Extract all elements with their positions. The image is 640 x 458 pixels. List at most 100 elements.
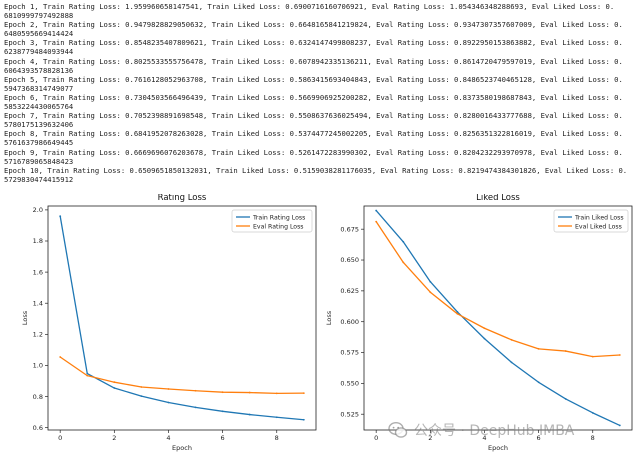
legend-entry: Eval Rating Loss (253, 223, 304, 230)
log-line: 5853224430065764 (4, 102, 74, 112)
data-point (275, 416, 278, 419)
legend: Train Liked Loss Eval Liked Loss (553, 209, 629, 233)
data-point (221, 391, 224, 394)
x-tick-label: 6 (537, 434, 541, 442)
y-tick-label: 0.6 (33, 424, 43, 432)
x-tick-label: 0 (58, 434, 62, 442)
y-tick-label: 0.675 (340, 225, 359, 233)
data-point (86, 374, 89, 377)
plot-frame (363, 205, 633, 431)
log-line: Epoch 8, Train Rating Loss: 0.6841952078… (4, 129, 623, 139)
data-point (140, 395, 143, 398)
data-point (591, 411, 594, 414)
data-point (375, 209, 378, 212)
data-point (302, 418, 305, 421)
log-line: Epoch 9, Train Rating Loss: 0.6669696076… (4, 147, 623, 157)
x-tick-label: 2 (112, 434, 116, 442)
y-tick-label: 1.6 (33, 268, 43, 276)
log-line: 5947368314749077 (4, 83, 74, 93)
data-point (86, 372, 89, 375)
data-point (167, 401, 170, 404)
log-line: 5761637986649445 (4, 138, 74, 148)
log-line: Epoch 6, Train Rating Loss: 0.7304503566… (4, 92, 623, 102)
chart-title: Rating Loss (158, 194, 207, 203)
series-line-eval (375, 221, 620, 358)
data-point (564, 398, 567, 400)
data-point (221, 410, 224, 413)
data-point (456, 311, 459, 313)
y-tick-label: 1.2 (33, 331, 43, 339)
data-point (618, 354, 621, 356)
log-line: 6238779484093944 (4, 47, 74, 57)
data-point (167, 388, 170, 390)
plot-frame (47, 205, 317, 431)
watermark-text: 公众号 · DeepHub IMBA (414, 423, 575, 439)
series-line-train (59, 215, 304, 421)
y-tick-label: 0.550 (340, 380, 359, 388)
legend-entry: Train Liked Loss (574, 214, 624, 221)
log-line: 5780175139632406 (4, 120, 74, 130)
data-point (402, 261, 405, 264)
log-line: Epoch 4, Train Rating Loss: 0.8025533555… (4, 56, 623, 66)
data-point (591, 355, 594, 358)
data-point (113, 387, 116, 389)
y-tick-label: 0.600 (340, 318, 359, 326)
log-line: Epoch 10, Train Rating Loss: 0.650965185… (4, 165, 628, 175)
y-tick-label: 0.650 (340, 256, 359, 264)
data-point (375, 220, 378, 223)
x-tick-label: 2 (428, 434, 432, 442)
data-point (194, 389, 197, 392)
log-line: 5716789065848423 (4, 156, 74, 166)
log-line: Epoch 1, Train Rating Loss: 1.9599606581… (4, 2, 615, 11)
x-tick-label: 6 (221, 434, 225, 442)
data-point (510, 338, 513, 341)
data-point (113, 381, 116, 384)
log-line: 6480595669414424 (4, 29, 74, 39)
training-log: Epoch 1, Train Rating Loss: 1.9599606581… (4, 2, 638, 194)
data-point (510, 361, 513, 364)
x-tick-label: 8 (591, 434, 595, 442)
data-point (456, 312, 459, 315)
rating-loss-chart: Rating Loss 0 2 4 6 8 0.6 0.8 1.0 1.2 1.4 1.6 1.8 2.0… (21, 194, 317, 452)
y-axis-label: Loss (325, 310, 333, 325)
y-tick-label: 1.8 (33, 237, 43, 245)
y-tick-label: 0.575 (340, 349, 359, 357)
wechat-icon (388, 421, 408, 438)
data-point (618, 424, 621, 427)
data-point (537, 381, 540, 384)
data-point (248, 413, 251, 416)
x-tick-label: 8 (275, 434, 279, 442)
series-line-eval (59, 356, 304, 395)
x-tick-label: 4 (166, 434, 170, 442)
legend: Train Rating Loss Eval Rating Loss (231, 209, 313, 233)
x-tick-label: 4 (482, 434, 486, 442)
log-line: 5729830474415912 (4, 174, 74, 184)
legend-box (231, 209, 313, 233)
liked-loss-chart: Liked Loss 0 2 4 6 8 0.525 0.550 0.575 0.600 0.625… (325, 194, 633, 452)
y-tick-label: 1.0 (33, 362, 43, 370)
data-point (564, 350, 567, 352)
y-tick-label: 0.625 (340, 287, 359, 295)
data-point (483, 337, 486, 340)
log-line: Epoch 3, Train Rating Loss: 0.8548235407… (4, 38, 623, 48)
y-tick-label: 2.0 (33, 206, 43, 214)
data-point (275, 392, 278, 395)
data-point (248, 391, 251, 394)
data-point (302, 392, 305, 395)
data-point (140, 386, 143, 388)
log-line: Epoch 2, Train Rating Loss: 0.9479828829… (4, 20, 623, 30)
data-point (429, 291, 432, 294)
legend-entry: Train Rating Loss (252, 214, 305, 221)
chart-title: Liked Loss (476, 194, 520, 203)
log-line: 6064393578828136 (4, 65, 74, 75)
data-point (483, 327, 486, 330)
log-line: Epoch 7, Train Rating Loss: 0.7052398891… (4, 111, 623, 121)
legend-box (553, 209, 629, 233)
x-axis-label: Epoch (172, 444, 192, 452)
data-point (429, 280, 432, 283)
log-line: Epoch 5, Train Rating Loss: 0.7616128052… (4, 74, 623, 84)
y-tick-label: 0.525 (340, 410, 359, 418)
x-tick-label: 0 (374, 434, 378, 442)
log-line: 6810999797492888 (4, 11, 74, 21)
watermark: 公众号 · DeepHub IMBA (388, 418, 574, 442)
